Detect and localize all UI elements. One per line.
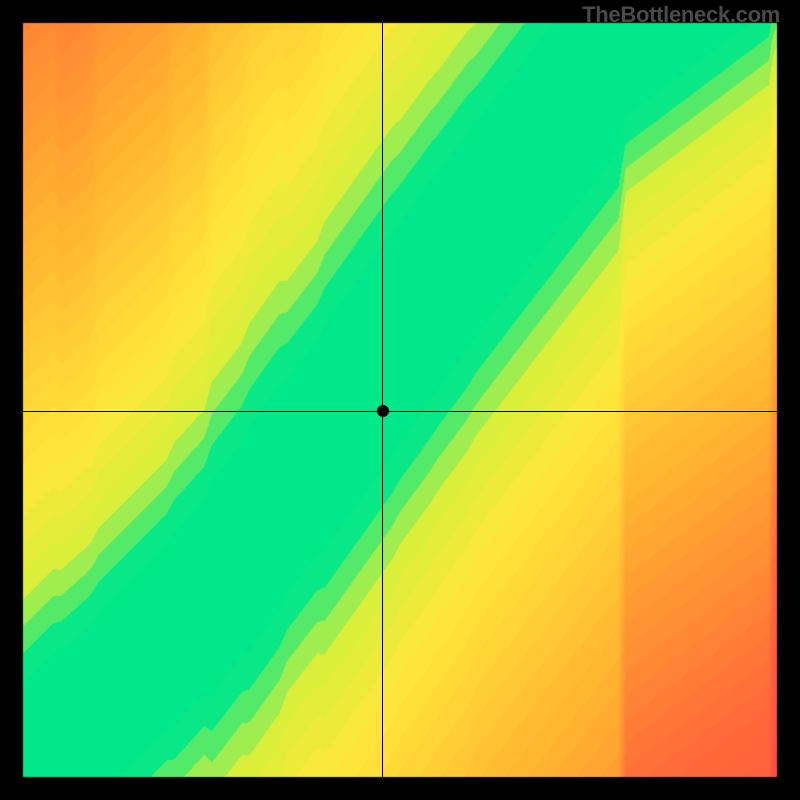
bottleneck-heatmap xyxy=(0,0,800,800)
crosshair-horizontal xyxy=(23,411,777,412)
crosshair-vertical xyxy=(382,23,383,777)
watermark-text: TheBottleneck.com xyxy=(582,2,780,28)
chart-container: TheBottleneck.com xyxy=(0,0,800,800)
data-point-marker xyxy=(377,405,389,417)
